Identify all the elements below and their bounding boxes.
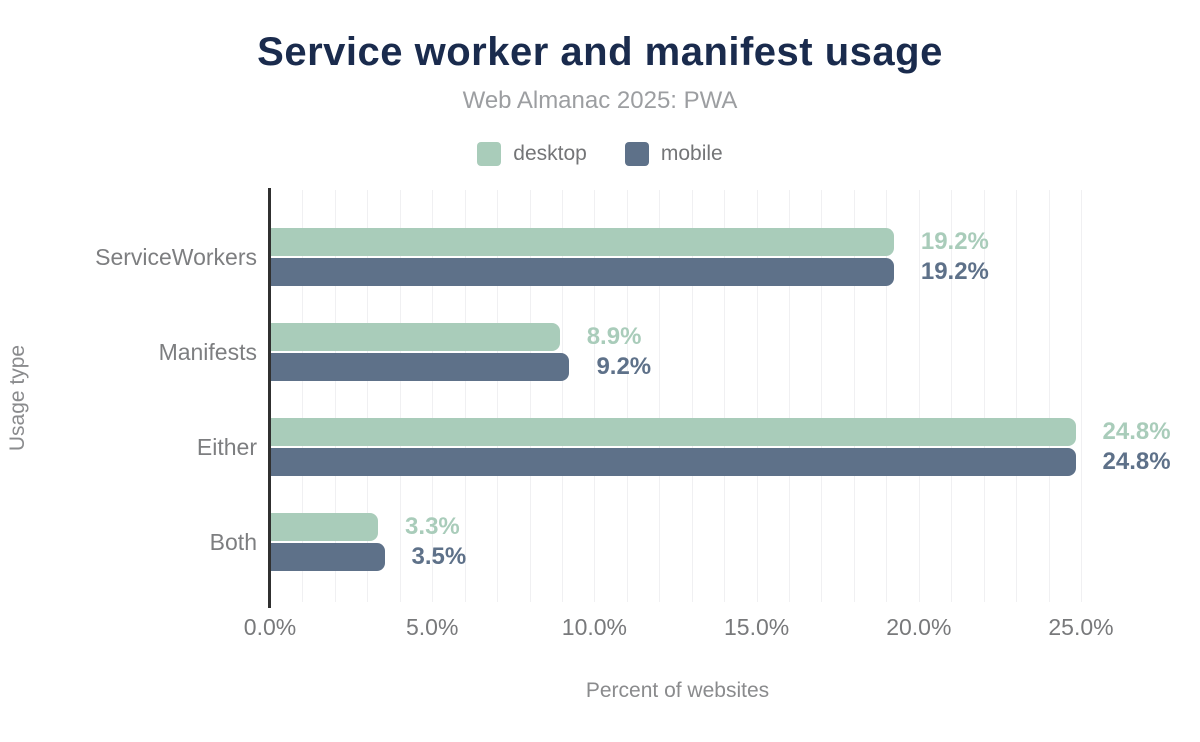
x-tick-25.0%: 25.0%	[1048, 614, 1114, 640]
gridline	[432, 190, 434, 602]
legend-label-mobile: mobile	[660, 142, 723, 165]
value-label-desktop-both: 3.3%	[405, 513, 460, 540]
value-label-desktop-either: 24.8%	[1102, 418, 1171, 445]
bar-mobile-manifests[interactable]	[271, 353, 570, 381]
gridline	[789, 190, 791, 602]
value-label-mobile-manifests: 9.2%	[596, 353, 652, 380]
chart-subtitle: Web Almanac 2025: PWA	[462, 87, 738, 114]
value-label-mobile-serviceworkers: 19.2%	[920, 258, 989, 285]
x-tick-0.0%: 0.0%	[243, 614, 297, 640]
gridline	[497, 190, 499, 602]
gridline	[626, 190, 628, 602]
gridline	[691, 190, 693, 602]
x-tick-5.0%: 5.0%	[405, 614, 459, 640]
value-label-mobile-either: 24.8%	[1102, 448, 1171, 475]
category-label-either: Either	[196, 434, 257, 460]
bar-desktop-serviceworkers[interactable]	[271, 228, 894, 256]
legend-swatch-mobile-icon	[624, 142, 649, 166]
bar-desktop-manifests[interactable]	[271, 323, 560, 351]
gridline	[659, 190, 661, 602]
x-tick-15.0%: 15.0%	[723, 614, 790, 640]
bar-mobile-both[interactable]	[271, 543, 385, 571]
value-label-desktop-manifests: 8.9%	[586, 323, 642, 350]
category-label-both: Both	[209, 529, 257, 555]
gridline	[561, 190, 563, 602]
x-axis-title: Percent of websites	[585, 679, 770, 702]
x-tick-20.0%: 20.0%	[886, 614, 952, 640]
bar-desktop-either[interactable]	[271, 418, 1076, 446]
bar-desktop-both[interactable]	[271, 513, 379, 541]
legend-swatch-desktop-icon	[477, 142, 502, 166]
category-label-serviceworkers: ServiceWorkers	[95, 244, 257, 270]
bar-mobile-serviceworkers[interactable]	[271, 258, 894, 286]
y-axis-line	[268, 188, 271, 608]
gridline	[464, 190, 466, 602]
x-tick-10.0%: 10.0%	[561, 614, 627, 640]
gridline	[886, 190, 888, 602]
category-label-manifests: Manifests	[158, 339, 257, 365]
legend-item-desktop[interactable]: desktop	[477, 142, 587, 166]
legend-label-desktop: desktop	[513, 142, 587, 165]
gridline	[399, 190, 401, 602]
gridline	[724, 190, 726, 602]
bar-mobile-either[interactable]	[271, 448, 1076, 476]
gridline	[529, 190, 531, 602]
chart-legend: desktop mobile	[0, 142, 1200, 166]
gridline	[1016, 190, 1018, 602]
gridline	[756, 190, 758, 602]
gridline	[918, 190, 920, 602]
value-label-mobile-both: 3.5%	[411, 543, 467, 570]
gridline	[302, 190, 304, 602]
gridline	[821, 190, 823, 602]
gridline	[983, 190, 985, 602]
legend-item-mobile[interactable]: mobile	[624, 142, 723, 166]
y-axis-title: Usage type	[6, 344, 29, 452]
value-label-desktop-serviceworkers: 19.2%	[920, 228, 989, 255]
chart-title: Service worker and manifest usage	[257, 30, 943, 74]
gridline	[951, 190, 953, 602]
gridline	[367, 190, 369, 602]
gridline	[334, 190, 336, 602]
gridline	[1081, 190, 1082, 602]
gridline	[1048, 190, 1050, 602]
gridline	[853, 190, 855, 602]
gridline	[594, 190, 596, 602]
